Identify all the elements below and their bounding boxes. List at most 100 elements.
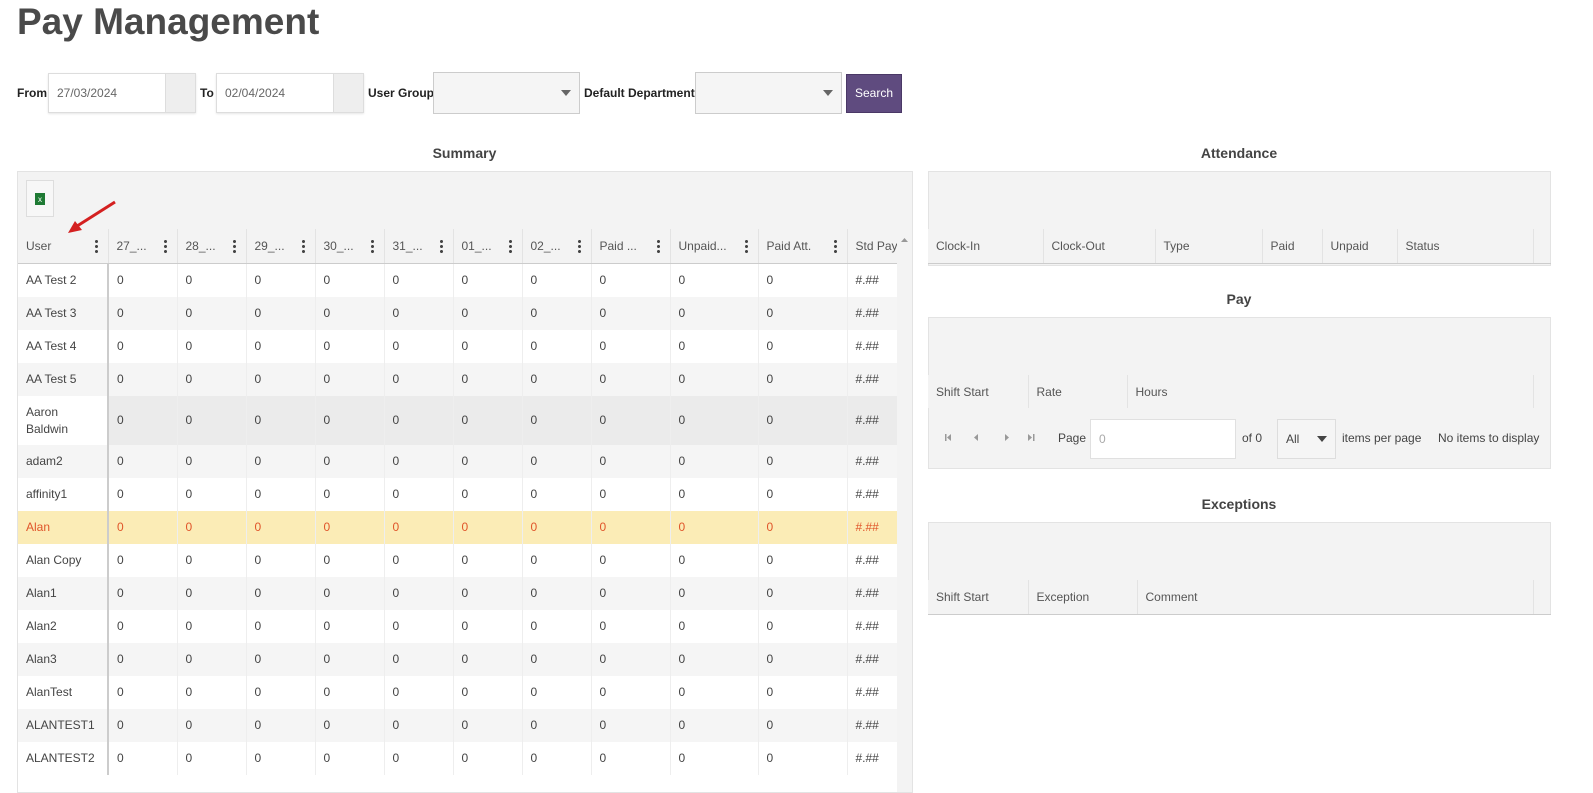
column-header[interactable]: Rate [1028, 375, 1128, 410]
cell: 0 [108, 643, 178, 676]
scrollbar[interactable] [897, 229, 912, 792]
table-row[interactable]: AlanTest 0 0 0 0 0 0 0 0 0 0 #.## [18, 676, 897, 709]
table-row[interactable]: AA Test 2 0 0 0 0 0 0 0 0 0 0 #.## [18, 263, 897, 297]
column-menu[interactable] [833, 239, 837, 253]
column-header-text: 31_... [392, 239, 423, 253]
column-header[interactable]: Paid ... [591, 229, 671, 264]
column-header[interactable]: 01_... [453, 229, 523, 264]
column-menu[interactable] [370, 239, 374, 253]
table-row[interactable]: AA Test 4 0 0 0 0 0 0 0 0 0 0 #.## [18, 330, 897, 363]
column-header[interactable]: Std Pay [847, 229, 897, 264]
excel-export-button[interactable]: x [26, 180, 54, 217]
cell: #.## [847, 643, 897, 676]
cell: 0 [453, 396, 523, 445]
column-menu[interactable] [577, 239, 581, 253]
column-header[interactable]: 30_... [315, 229, 385, 264]
column-menu[interactable] [94, 239, 98, 253]
column-header[interactable]: 29_... [246, 229, 316, 264]
table-row[interactable]: ALANTEST2 0 0 0 0 0 0 0 0 0 0 #.## [18, 742, 897, 775]
cell: 0 [522, 445, 592, 478]
cell: 0 [453, 676, 523, 709]
cell: 0 [758, 396, 848, 445]
table-row[interactable]: affinity1 0 0 0 0 0 0 0 0 0 0 #.## [18, 478, 897, 511]
column-header[interactable]: 02_... [522, 229, 592, 264]
cell: 0 [315, 676, 385, 709]
cell: 0 [315, 742, 385, 775]
column-header[interactable]: Shift Start [928, 580, 1029, 615]
user-group-select[interactable] [433, 72, 580, 114]
column-header[interactable]: 27_... [108, 229, 178, 264]
table-row[interactable]: adam2 0 0 0 0 0 0 0 0 0 0 #.## [18, 445, 897, 478]
table-row[interactable]: Aaron Baldwin 0 0 0 0 0 0 0 0 0 0 #.## [18, 396, 897, 445]
column-menu[interactable] [232, 239, 236, 253]
column-header[interactable]: Unpaid [1322, 229, 1398, 264]
table-row[interactable]: AA Test 5 0 0 0 0 0 0 0 0 0 0 #.## [18, 363, 897, 396]
page-size-select[interactable]: All [1277, 419, 1336, 459]
table-row[interactable]: Alan3 0 0 0 0 0 0 0 0 0 0 #.## [18, 643, 897, 676]
cell: 0 [246, 676, 316, 709]
cell: 0 [384, 544, 454, 577]
cell: 0 [522, 577, 592, 610]
no-items-label: No items to display [1438, 431, 1540, 445]
cell: 0 [758, 263, 848, 297]
to-date-value: 02/04/2024 [225, 86, 286, 100]
table-row[interactable]: AA Test 3 0 0 0 0 0 0 0 0 0 0 #.## [18, 297, 897, 330]
column-header[interactable]: User [18, 229, 109, 264]
scroll-spacer [1533, 375, 1551, 410]
table-row[interactable]: Alan Copy 0 0 0 0 0 0 0 0 0 0 #.## [18, 544, 897, 577]
column-header[interactable]: Clock-Out [1043, 229, 1156, 264]
cell: 0 [453, 297, 523, 330]
to-date-input[interactable]: 02/04/2024 [216, 73, 364, 113]
cell: 0 [758, 445, 848, 478]
column-header-text: Exception [1036, 590, 1090, 604]
cell: 0 [108, 478, 178, 511]
column-header[interactable]: Paid [1262, 229, 1323, 264]
column-header[interactable]: Hours [1127, 375, 1534, 410]
scroll-spacer [1533, 580, 1551, 615]
calendar-button[interactable] [333, 74, 363, 112]
table-row[interactable]: ALANTEST1 0 0 0 0 0 0 0 0 0 0 #.## [18, 709, 897, 742]
page-input[interactable]: 0 [1090, 419, 1236, 459]
from-date-input[interactable]: 27/03/2024 [48, 73, 196, 113]
column-header[interactable]: Exception [1028, 580, 1138, 615]
column-header[interactable]: Comment [1137, 580, 1534, 615]
column-header[interactable]: Clock-In [928, 229, 1044, 264]
column-header-text: Std Pay [855, 239, 897, 253]
column-header[interactable]: Shift Start [928, 375, 1029, 410]
cell: 0 [315, 709, 385, 742]
header-row: Clock-In Clock-Out Type Paid Unpaid Status [928, 229, 1551, 264]
column-menu[interactable] [163, 239, 167, 253]
cell: #.## [847, 676, 897, 709]
cell: 0 [246, 544, 316, 577]
column-header-text: Shift Start [936, 385, 989, 399]
page-size-value: All [1286, 432, 1300, 446]
column-header[interactable]: Type [1155, 229, 1263, 264]
cell: 0 [315, 330, 385, 363]
column-menu[interactable] [439, 239, 443, 253]
column-header[interactable]: 31_... [384, 229, 454, 264]
column-menu[interactable] [656, 239, 660, 253]
column-menu[interactable] [301, 239, 305, 253]
search-button[interactable]: Search [846, 74, 902, 113]
table-row[interactable]: Alan 0 0 0 0 0 0 0 0 0 0 #.## [18, 511, 897, 544]
column-header-text: 29_... [254, 239, 285, 253]
cell: 0 [453, 742, 523, 775]
column-menu[interactable] [508, 239, 512, 253]
cell: 0 [522, 709, 592, 742]
department-select[interactable] [695, 72, 842, 114]
cell: 0 [384, 396, 454, 445]
exceptions-title: Exceptions [1201, 496, 1277, 512]
cell: 0 [591, 709, 671, 742]
column-header[interactable]: 28_... [177, 229, 247, 264]
column-header[interactable]: Status [1397, 229, 1534, 264]
table-row[interactable]: Alan2 0 0 0 0 0 0 0 0 0 0 #.## [18, 610, 897, 643]
column-header[interactable]: Paid Att. [758, 229, 848, 264]
column-menu[interactable] [744, 239, 748, 253]
cell: 0 [177, 478, 247, 511]
table-row[interactable]: Alan1 0 0 0 0 0 0 0 0 0 0 #.## [18, 577, 897, 610]
cell: 0 [246, 577, 316, 610]
pager-nav[interactable] [941, 430, 1041, 446]
column-header[interactable]: Unpaid... [670, 229, 759, 264]
calendar-button[interactable] [165, 74, 195, 112]
page-label: Page [1058, 431, 1087, 445]
